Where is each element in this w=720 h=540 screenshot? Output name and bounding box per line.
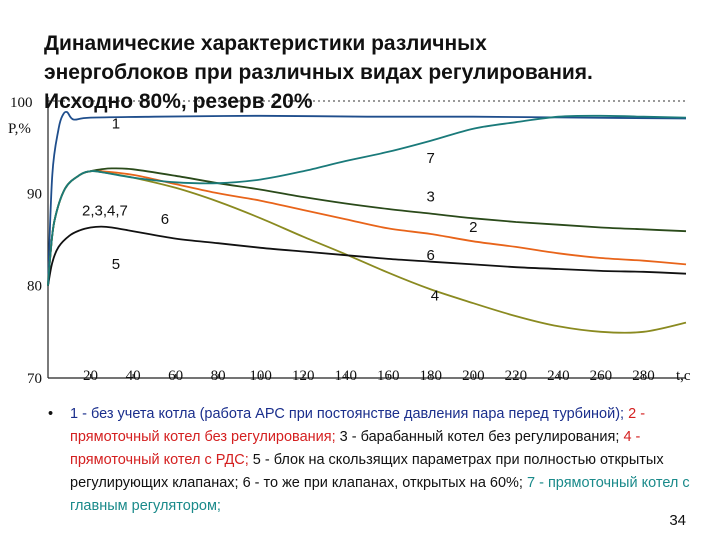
x-tick-20: 20 xyxy=(83,368,98,384)
legend-item-5-6: 5 - блок на скользящих параметрах при по… xyxy=(70,452,664,491)
x-tick-220: 220 xyxy=(505,368,528,384)
curve-label-1: 7 xyxy=(427,150,435,167)
x-tick-40: 40 xyxy=(126,368,141,384)
x-tick-200: 200 xyxy=(462,368,485,384)
curve-label-4: 6 xyxy=(161,211,169,228)
x-tick-160: 160 xyxy=(377,368,400,384)
curve-label-7: 5 xyxy=(112,256,120,273)
power-chart: 1 7 3 2,3,4,7 6 2 6 5 4 20 40 60 80 100 120 140 160 180 2… xyxy=(8,95,691,387)
x-tick-240: 240 xyxy=(547,368,570,384)
series-line-3 xyxy=(47,167,687,286)
x-tick-180: 180 xyxy=(420,368,443,384)
y-tick-100: 100 xyxy=(10,95,33,111)
legend-item-1: 1 - без учета котла (работа АРС при пост… xyxy=(70,406,625,422)
legend-text: 1 - без учета котла (работа АРС при пост… xyxy=(70,403,703,518)
legend-item-3: 3 - барабанный котел без регулирования; xyxy=(335,429,624,445)
axes xyxy=(47,97,686,379)
series-line-2 xyxy=(47,169,687,286)
legend-item-7: 7 - прямоточный котел с главным регулято… xyxy=(70,475,690,514)
curve-label-0: 1 xyxy=(112,116,120,133)
legend-item-2: 2 - прямоточный котел без регулирования; xyxy=(70,406,646,445)
curve-label-8: 4 xyxy=(431,287,439,304)
curve-label-6: 6 xyxy=(427,247,435,264)
series-lines xyxy=(47,110,687,334)
y-axis-label: P,% xyxy=(8,121,31,137)
legend: • 1 - без учета котла (работа АРС при по… xyxy=(48,403,703,518)
legend-item-4: 4 - прямоточный котел с РДС; xyxy=(70,429,641,468)
x-tick-280: 280 xyxy=(632,368,655,384)
x-axis-label: t,c xyxy=(676,368,691,384)
x-tick-60: 60 xyxy=(168,368,183,384)
x-tick-140: 140 xyxy=(334,368,357,384)
legend-bullet: • xyxy=(48,406,54,422)
curve-label-3: 2,3,4,7 xyxy=(82,202,128,219)
y-tick-90: 90 xyxy=(27,186,42,202)
x-tick-120: 120 xyxy=(292,368,315,384)
curve-label-5: 2 xyxy=(469,219,477,236)
curve-label-2: 3 xyxy=(427,189,435,206)
curve-labels: 1 7 3 2,3,4,7 6 2 6 5 4 xyxy=(82,116,477,305)
series-line-1 xyxy=(47,110,687,286)
y-tick-80: 80 xyxy=(27,279,42,295)
series-line-5 xyxy=(47,225,687,286)
tick-labels: 20 40 60 80 100 120 140 160 180 200 220 240 260 28070… xyxy=(27,186,655,387)
x-tick-100: 100 xyxy=(249,368,272,384)
y-tick-70: 70 xyxy=(27,371,42,387)
page-number: 34 xyxy=(669,512,686,529)
x-tick-260: 260 xyxy=(590,368,613,384)
series-line-4 xyxy=(47,170,687,334)
series-line-7 xyxy=(47,114,687,286)
x-tick-80: 80 xyxy=(211,368,226,384)
slide-title: Динамические характеристики различных эн… xyxy=(44,32,593,113)
